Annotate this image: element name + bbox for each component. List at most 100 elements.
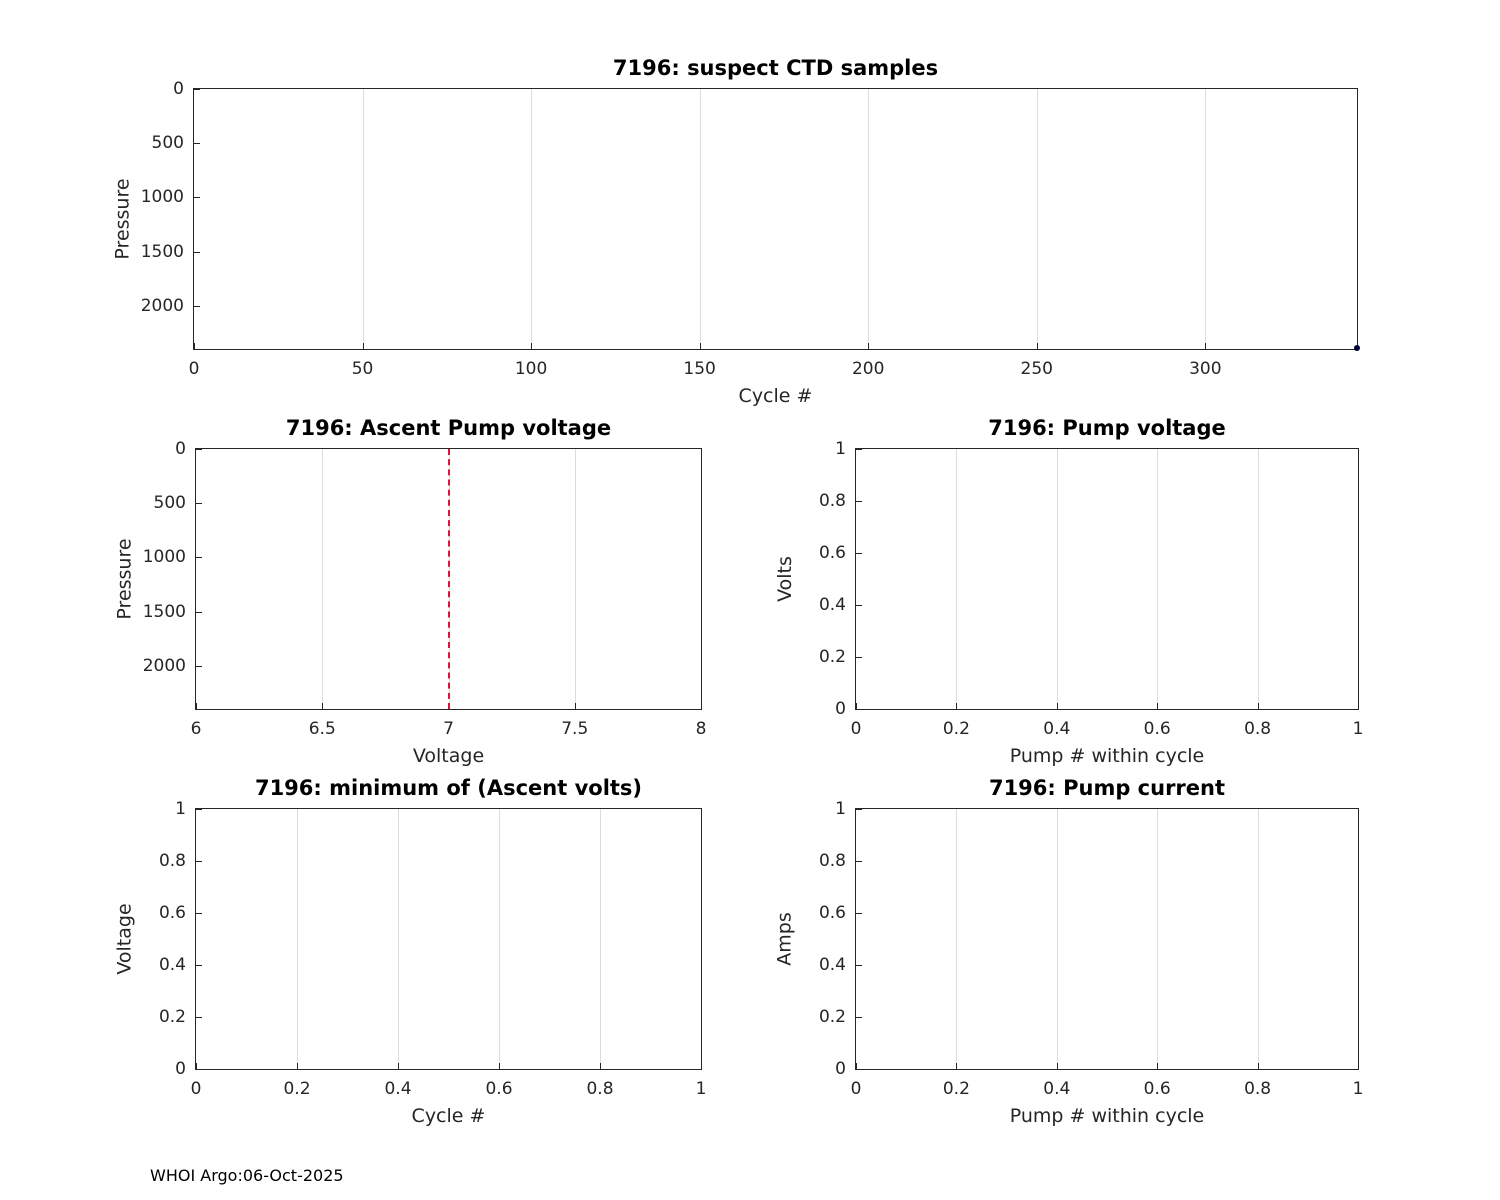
x-tick-mark <box>1358 1063 1359 1069</box>
x-axis-label: Pump # within cycle <box>1009 745 1205 767</box>
y-tick-mark <box>194 251 200 253</box>
chart-title: 7196: minimum of (Ascent volts) <box>254 776 643 800</box>
y-tick-mark <box>856 657 862 658</box>
x-tick-mark <box>322 703 324 709</box>
y-tick-mark <box>856 913 862 914</box>
x-tick-mark <box>701 1063 702 1069</box>
y-axis-label: Pressure <box>112 89 134 349</box>
x-tick-mark <box>194 343 195 349</box>
y-tick-label: 0.6 <box>158 903 186 923</box>
x-tick-label: 300 <box>1189 359 1222 379</box>
y-tick-label: 0.2 <box>158 1007 186 1027</box>
y-tick-mark <box>196 913 202 914</box>
footer-watermark: WHOI Argo:06-Oct-2025 <box>150 1166 344 1185</box>
x-axis-label: Cycle # <box>411 1105 486 1127</box>
y-tick-mark <box>856 449 862 450</box>
x-tick-label: 0.8 <box>586 1079 614 1099</box>
x-tick-label: 0.6 <box>1143 1079 1171 1099</box>
y-tick-label: 2000 <box>140 295 184 316</box>
y-tick-mark <box>196 1069 202 1070</box>
x-tick-mark <box>1157 1063 1159 1069</box>
x-tick-mark <box>398 1063 399 1069</box>
x-gridline <box>1157 449 1159 709</box>
x-gridline <box>531 89 533 349</box>
y-tick-label: 0.6 <box>818 543 846 563</box>
y-tick-mark <box>856 709 862 710</box>
x-tick-mark <box>699 343 701 349</box>
x-tick-mark <box>499 1063 500 1069</box>
x-tick-label: 0.4 <box>384 1079 412 1099</box>
y-tick-label: 0.8 <box>818 491 846 511</box>
x-tick-label: 0.8 <box>1244 719 1272 739</box>
x-tick-mark <box>1257 703 1259 709</box>
x-tick-mark <box>856 703 857 709</box>
y-axis-label: Volts <box>774 449 796 709</box>
x-gridline <box>956 809 958 1069</box>
x-tick-label: 0.4 <box>1043 719 1071 739</box>
y-tick-label: 0 <box>835 1059 846 1079</box>
x-tick-mark <box>196 1063 197 1069</box>
x-tick-mark <box>531 343 533 349</box>
y-axis-label: Voltage <box>114 809 136 1069</box>
y-tick-label: 500 <box>151 133 184 154</box>
reference-line <box>447 449 450 709</box>
x-tick-mark <box>1036 343 1038 349</box>
x-tick-mark <box>701 703 702 709</box>
y-axis-label-text: Volts <box>774 556 796 602</box>
y-tick-mark <box>856 605 862 606</box>
chart-minimum-ascent-volts: 7196: minimum of (Ascent volts) 0 0.2 0.4 0.… <box>114 776 706 1127</box>
y-tick-label: 2000 <box>142 655 186 676</box>
chart-pump-current: 7196: Pump current 0 0.2 0.4 0.6 0.8 1 0 0.2 0.4 0… <box>774 776 1363 1127</box>
chart-suspect-ctd-samples: 7196: suspect CTD samples 0 50 100 150 200 250… <box>112 56 1360 407</box>
chart-title: 7196: Ascent Pump voltage <box>285 416 612 440</box>
x-gridline <box>398 809 399 1069</box>
y-tick-mark <box>196 449 202 450</box>
y-tick-label: 0.4 <box>818 955 846 975</box>
y-tick-label: 1 <box>835 439 846 459</box>
x-tick-label: 0 <box>850 719 862 739</box>
x-gridline <box>322 449 324 709</box>
x-gridline <box>868 89 870 349</box>
x-tick-mark <box>574 703 576 709</box>
x-gridline <box>1257 809 1259 1069</box>
x-tick-mark <box>868 343 870 349</box>
x-tick-label: 1 <box>695 1079 707 1099</box>
x-gridline <box>297 809 298 1069</box>
y-tick-mark <box>194 197 200 199</box>
x-tick-mark <box>1257 1063 1259 1069</box>
x-tick-label: 1 <box>1352 719 1364 739</box>
y-axis-label-text: Pressure <box>114 538 137 620</box>
y-tick-mark <box>196 1017 202 1018</box>
y-axis-label: Amps <box>774 809 796 1069</box>
x-tick-label: 8 <box>695 719 707 739</box>
y-tick-label: 1500 <box>140 241 184 262</box>
y-tick-mark <box>856 1017 862 1018</box>
y-tick-label: 0 <box>835 699 846 719</box>
x-tick-mark <box>1205 343 1207 349</box>
y-tick-label: 0.8 <box>818 851 846 871</box>
y-tick-mark <box>856 965 862 966</box>
x-gridline <box>574 449 576 709</box>
x-gridline <box>956 449 958 709</box>
x-tick-label: 0.4 <box>1043 1079 1071 1099</box>
x-tick-label: 6 <box>190 719 202 739</box>
y-tick-label: 1000 <box>140 187 184 208</box>
x-tick-mark <box>1056 703 1058 709</box>
y-axis-label-text: Voltage <box>114 903 136 975</box>
x-tick-label: 1 <box>1352 1079 1364 1099</box>
x-gridline <box>1056 449 1058 709</box>
x-gridline <box>499 809 500 1069</box>
y-tick-mark <box>196 665 202 667</box>
y-tick-label: 0.4 <box>818 595 846 615</box>
x-axis-label: Voltage <box>412 745 485 767</box>
x-tick-label: 0.6 <box>1143 719 1171 739</box>
x-gridline <box>1257 449 1259 709</box>
data-point <box>1354 344 1360 351</box>
x-tick-label: 250 <box>1020 359 1053 379</box>
x-gridline <box>699 89 701 349</box>
y-tick-label: 1 <box>835 799 846 819</box>
x-tick-label: 6.5 <box>308 719 336 739</box>
y-tick-mark <box>196 557 202 559</box>
x-tick-mark <box>956 1063 958 1069</box>
